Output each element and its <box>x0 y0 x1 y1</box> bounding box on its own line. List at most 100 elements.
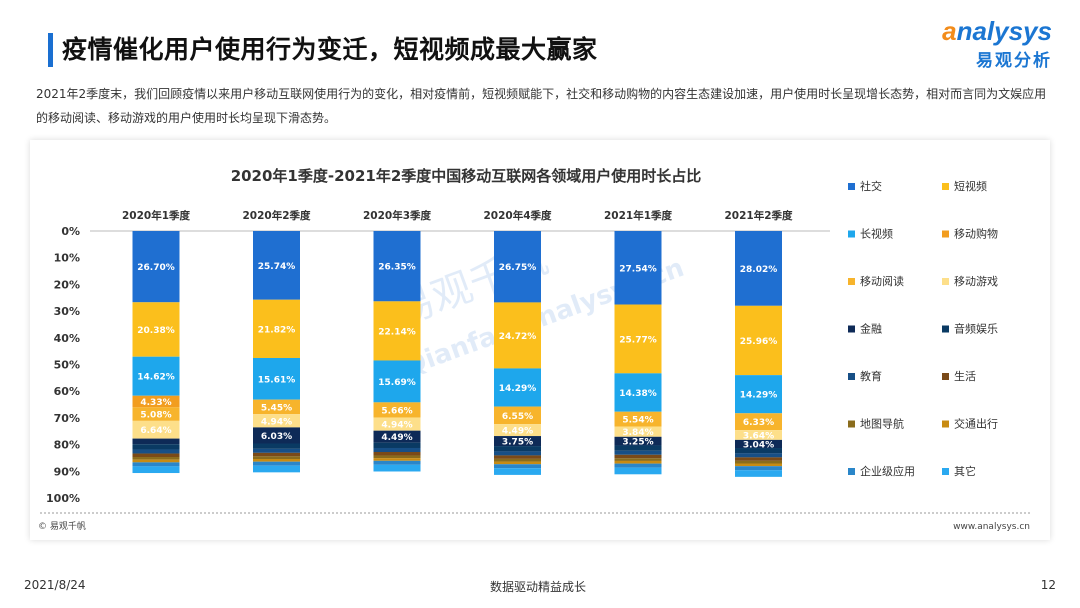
category-label: 2021年2季度 <box>724 209 793 222</box>
bar-segment <box>253 357 300 400</box>
bar-segment <box>735 430 782 440</box>
source-right: www.analysys.cn <box>953 522 1030 532</box>
bar-segment <box>132 449 180 454</box>
bar-segment <box>132 407 180 421</box>
bar-segment <box>735 305 782 376</box>
bar-segment <box>373 430 421 443</box>
logo-letter: a <box>942 16 957 46</box>
bar-segment <box>253 452 300 457</box>
bar-segment <box>373 460 421 465</box>
category-label: 2020年2季度 <box>242 209 311 222</box>
legend-label: 交通出行 <box>954 417 998 431</box>
bar-segment <box>373 455 421 459</box>
bar-segment <box>132 231 180 303</box>
y-tick-label: 100% <box>46 492 80 505</box>
bar-segment <box>494 436 541 447</box>
y-tick-label: 20% <box>54 278 80 291</box>
data-label: 25.74% <box>258 262 296 272</box>
data-label: 26.35% <box>378 263 416 273</box>
legend-swatch <box>848 373 855 380</box>
bar-segment <box>494 406 541 425</box>
bar-segment <box>373 442 421 448</box>
bar-segment <box>373 360 421 403</box>
logo-word-rest: nalysys <box>956 16 1052 46</box>
legend-swatch <box>848 420 855 428</box>
bar-segment <box>494 231 541 303</box>
bar-segment <box>735 463 782 467</box>
category-label: 2021年1季度 <box>604 209 673 222</box>
stacked-bar-chart: 易观千帆 Qianfan.analysys.cn 2020年1季度-2021年2… <box>38 167 1030 532</box>
bar-segment <box>132 302 180 357</box>
legend-label: 教育 <box>860 369 882 383</box>
bar-segment <box>132 444 180 450</box>
y-tick-label: 30% <box>54 305 80 318</box>
data-label: 22.14% <box>378 327 416 337</box>
data-label: 15.69% <box>378 378 416 388</box>
data-label: 3.04% <box>743 440 774 450</box>
legend-label: 社交 <box>860 179 882 193</box>
legend-swatch <box>848 468 855 475</box>
bar-segment <box>614 426 662 437</box>
legend-label: 长视频 <box>860 227 893 241</box>
data-label: 4.94% <box>381 421 412 431</box>
legend-swatch <box>942 373 949 380</box>
bar-segment <box>253 456 300 459</box>
y-tick-label: 40% <box>54 332 80 345</box>
legend-label: 地图导航 <box>860 417 904 431</box>
data-label: 5.08% <box>140 411 171 421</box>
legend-swatch <box>848 325 855 333</box>
legend-swatch <box>942 420 949 428</box>
bar-segment <box>614 458 662 461</box>
bar-segment <box>614 454 662 459</box>
bar-segment <box>614 373 662 412</box>
bar-segment <box>614 467 662 475</box>
bar-segment <box>373 464 421 472</box>
bar-segment <box>735 439 782 449</box>
bar-segment <box>253 399 300 415</box>
y-tick-label: 10% <box>54 252 80 265</box>
bar-segment <box>735 460 782 464</box>
bar-segment <box>253 299 300 358</box>
bar-segment <box>253 458 300 462</box>
legend-label: 金融 <box>860 322 882 336</box>
category-label: 2020年4季度 <box>483 209 552 222</box>
bar-segment <box>735 231 782 306</box>
category-label: 2020年3季度 <box>363 209 432 222</box>
data-label: 6.03% <box>261 432 292 442</box>
data-label: 4.94% <box>261 417 292 427</box>
bar-segment <box>614 436 662 446</box>
legend-swatch <box>848 278 855 285</box>
legend-swatch <box>942 183 949 190</box>
data-label: 3.25% <box>622 438 653 448</box>
legend-label: 移动购物 <box>954 227 998 241</box>
legend-label: 企业级应用 <box>860 464 915 478</box>
bar-segment <box>132 438 180 445</box>
bar-segment <box>132 462 180 467</box>
data-label: 6.64% <box>140 426 171 436</box>
bar-segment <box>253 443 300 449</box>
legend-label: 短视频 <box>954 179 987 193</box>
legend-swatch <box>848 183 855 190</box>
bar-segment <box>494 455 541 459</box>
bar-segment <box>735 453 782 458</box>
bar-segment <box>373 417 421 431</box>
data-label: 3.64% <box>743 432 774 442</box>
bar-segment <box>494 368 541 407</box>
bar-segment <box>253 231 300 300</box>
legend-label: 其它 <box>954 464 976 478</box>
y-tick-label: 60% <box>54 385 80 398</box>
bar-segment <box>614 450 662 455</box>
source-left: © 易观千帆 <box>38 520 86 532</box>
footer-page-number: 12 <box>1040 578 1056 592</box>
bar-segment <box>373 301 421 361</box>
data-label: 26.75% <box>499 263 537 273</box>
bar-segment <box>132 459 180 463</box>
data-label: 6.33% <box>743 418 774 428</box>
bar-segment <box>253 414 300 428</box>
bar-segment <box>132 453 180 458</box>
data-label: 5.66% <box>381 406 412 416</box>
bar-segment <box>132 457 180 460</box>
bars-group: 26.70% 20.38% 14.62% 4.33% 5.08% 6.64% 25.74% 2… <box>132 231 782 477</box>
legend-label: 移动阅读 <box>860 274 904 288</box>
